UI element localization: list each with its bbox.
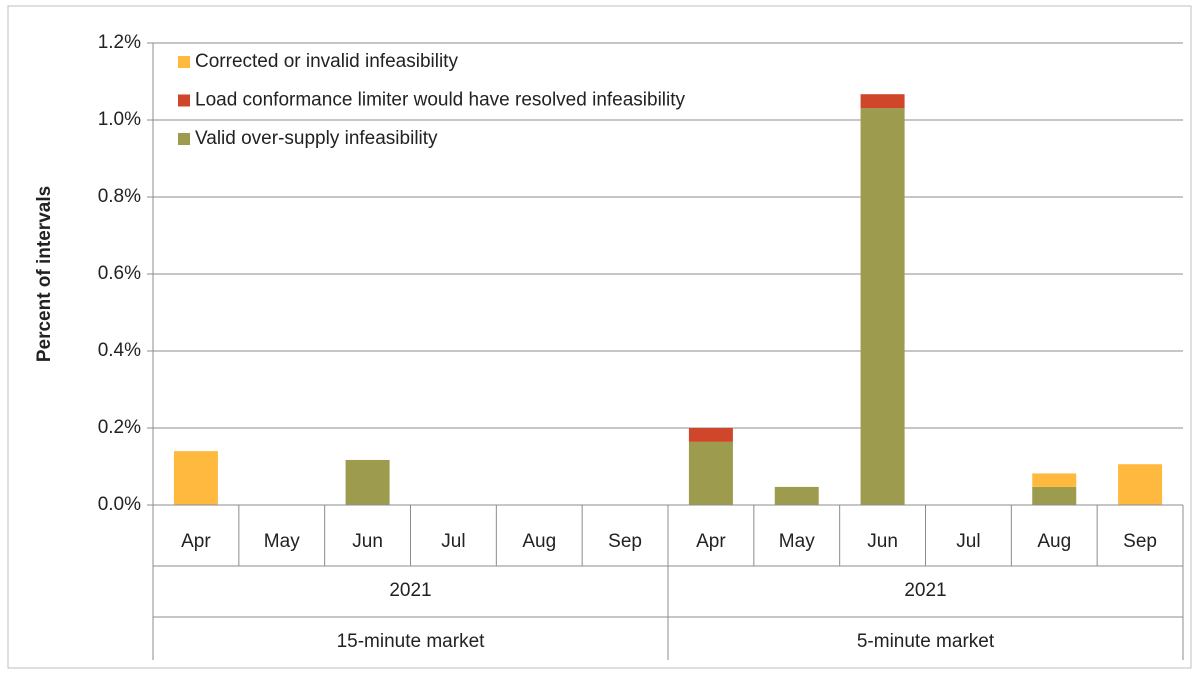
x-tick-label: Sep [1123, 531, 1157, 552]
x-tick-label: Jul [956, 531, 980, 552]
y-tick-label: 1.2% [98, 32, 141, 53]
y-tick-label: 0.2% [98, 417, 141, 438]
year-label: 2021 [389, 580, 431, 601]
y-tick-label: 0.8% [98, 186, 141, 207]
bar-segment [1032, 486, 1077, 505]
x-tick-label: Aug [522, 531, 556, 552]
x-tick-label: Apr [696, 531, 726, 552]
legend-swatch [178, 133, 190, 145]
x-tick-label: Jul [441, 531, 465, 552]
chart-border [7, 5, 1192, 669]
market-label: 5-minute market [857, 631, 995, 652]
x-tick-label: May [264, 531, 300, 552]
bar-segment [173, 451, 218, 505]
y-tick-label: 0.0% [98, 494, 141, 515]
y-tick-label: 0.4% [98, 340, 141, 361]
y-tick-label: 1.0% [98, 109, 141, 130]
market-label: 15-minute market [337, 631, 486, 652]
bar-segment [860, 94, 905, 109]
legend-label: Load conformance limiter would have reso… [195, 90, 686, 111]
bar-segment [345, 459, 390, 505]
legend-swatch [178, 94, 190, 107]
x-tick-label: Jun [352, 531, 383, 552]
y-tick-label: 0.6% [98, 263, 141, 284]
x-tick-label: Apr [181, 531, 211, 552]
x-tick-label: May [779, 531, 815, 552]
legend-label: Valid over-supply infeasibility [195, 128, 438, 149]
x-tick-label: Aug [1037, 531, 1071, 552]
bar-segment [774, 486, 819, 505]
bar-segment [860, 108, 905, 505]
bar-segment [688, 428, 733, 442]
year-label: 2021 [904, 580, 946, 601]
y-axis-label: Percent of intervals [34, 186, 55, 362]
legend-swatch [178, 56, 190, 68]
bar-segment [1118, 464, 1163, 505]
x-tick-label: Jun [867, 531, 898, 552]
bar-segment [1032, 473, 1077, 487]
legend-label: Corrected or invalid infeasibility [195, 51, 458, 72]
x-tick-label: Sep [608, 531, 642, 552]
bar-segment [688, 441, 733, 505]
